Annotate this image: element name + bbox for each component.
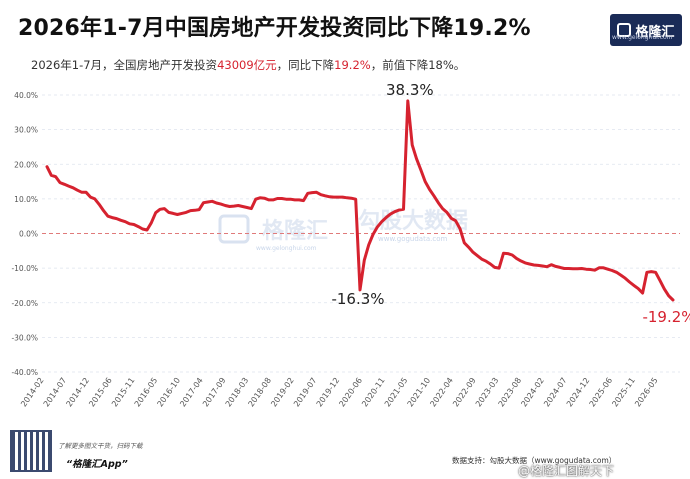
brand-logo-text: 格隆汇 [635, 24, 675, 40]
brand-logo-url: www.gelonghui.com [612, 34, 673, 41]
watermark-brand-url: www.gelonghui.com [256, 245, 317, 252]
y-tick-label: -10.0% [11, 264, 38, 273]
brand-logo: 格隆汇 [610, 14, 682, 46]
series-line [45, 99, 675, 302]
y-tick-label: 10.0% [14, 195, 38, 204]
chart-subtitle: 2026年1-7月，全国房地产开发投资43009亿元，同比下降19.2%，前值下… [31, 57, 465, 73]
weibo-watermark: @格隆汇图解天下 [518, 464, 615, 478]
y-tick-label: 20.0% [14, 160, 38, 169]
subtitle-amount: 43009亿元 [217, 58, 277, 72]
y-tick-label: -30.0% [11, 333, 38, 342]
data-label: 38.3% [386, 81, 434, 99]
watermark-logo-icon [218, 214, 250, 244]
data-source: 数据支持：勾股大数据（www.gogudata.com） [452, 456, 617, 465]
watermark-data-url: www.gogudata.com [378, 235, 447, 243]
subtitle-part-1: 2026年1-7月，全国房地产开发投资 [31, 58, 218, 72]
data-label: -19.2% [642, 308, 690, 326]
y-tick-label: 40.0% [14, 91, 38, 100]
data-label: -16.3% [331, 290, 384, 308]
qr-code-icon [10, 430, 52, 472]
app-name: “格隆汇App” [66, 459, 128, 470]
chart-title: 2026年1-7月中国房地产开发投资同比下降19.2% [18, 16, 531, 41]
x-tick-label: 2026-05 [633, 376, 660, 409]
brand-logo-icon [617, 23, 632, 37]
subtitle-part-2: ，同比下降 [276, 58, 335, 72]
y-tick-label: -40.0% [11, 368, 38, 377]
subtitle-part-3: ，前值下降18%。 [370, 58, 466, 72]
y-tick-label: 0.0% [19, 230, 38, 239]
y-tick-label: 30.0% [14, 126, 38, 135]
watermark-brand: 格隆汇 [262, 218, 328, 244]
subtitle-rate: 19.2% [334, 58, 371, 72]
scan-prompt: 了解更多图文干货，扫码下载 [58, 442, 143, 450]
y-tick-label: -20.0% [11, 299, 38, 308]
